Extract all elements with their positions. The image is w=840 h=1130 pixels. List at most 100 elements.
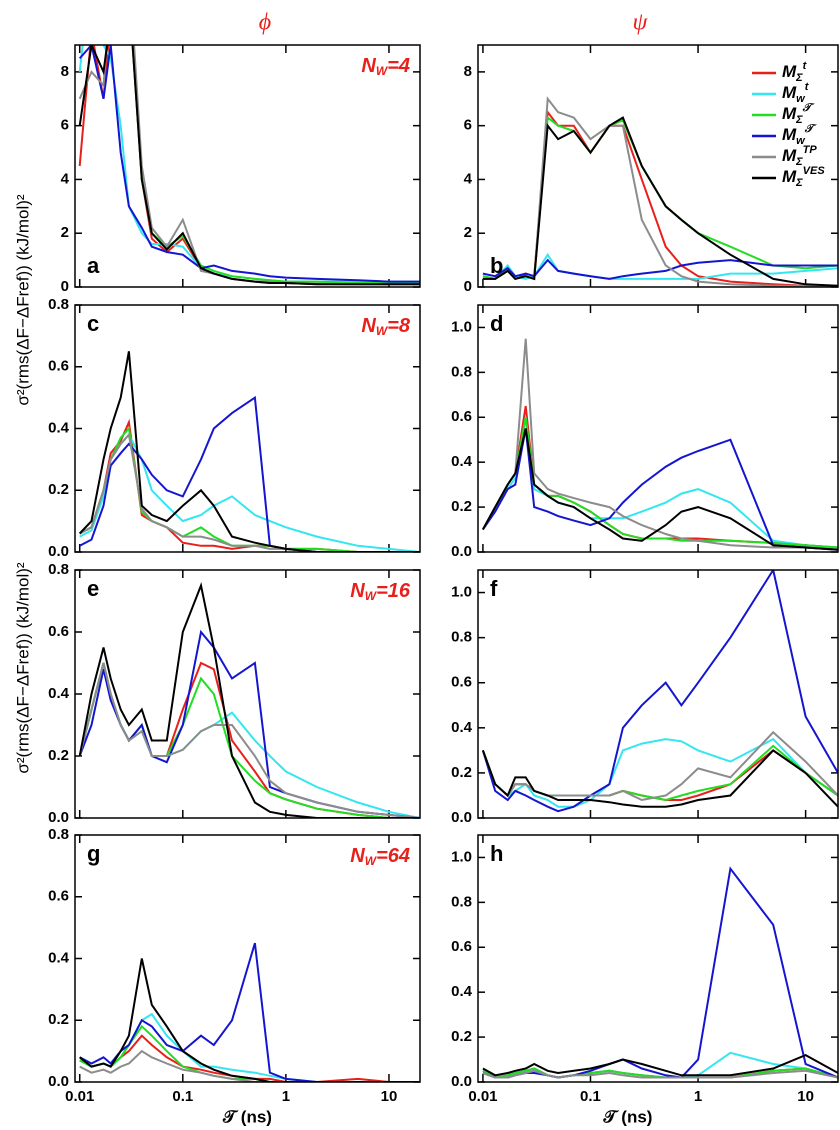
y-tick-label: 0.4: [451, 983, 473, 1000]
series-line: [482, 338, 838, 551]
y-tick-label: 0.2: [451, 764, 472, 781]
y-tick-label: 0.0: [451, 809, 472, 826]
panel-label: g: [87, 841, 100, 866]
plot-frame: [477, 834, 839, 1083]
y-tick-label: 0.8: [48, 561, 69, 578]
y-tick-label: 0: [464, 278, 472, 295]
y-tick-label: 0.4: [451, 453, 473, 470]
y-tick-label: 8: [61, 63, 69, 80]
legend-entry: MΣt: [782, 60, 808, 84]
x-axis-label: 𝒯 (ns): [603, 1107, 653, 1126]
x-tick-label: 1: [282, 1088, 290, 1105]
y-tick-label: 0.2: [451, 1028, 472, 1045]
y-tick-label: 0.0: [451, 543, 472, 560]
series-line: [482, 1069, 838, 1079]
series-line: [79, 432, 420, 552]
series-line: [78, 351, 420, 552]
y-tick-label: 0.2: [48, 1011, 69, 1028]
y-tick-label: 0.6: [451, 938, 472, 955]
panel-label: d: [490, 311, 503, 336]
panel-label: e: [87, 576, 99, 601]
y-tick-label: 0.0: [48, 809, 69, 826]
annotation: NW=4: [361, 55, 410, 78]
panel-label: c: [87, 311, 99, 336]
x-tick-label: 0.01: [468, 1088, 497, 1105]
y-tick-label: 2: [464, 224, 472, 241]
series-line: [481, 749, 838, 808]
series-line: [79, 45, 420, 284]
legend-entry: Mwt: [782, 81, 810, 105]
series-line: [78, 45, 420, 283]
y-tick-label: 0.4: [48, 419, 70, 436]
y-tick-label: 0.2: [451, 498, 472, 515]
y-axis-label: σ²(rms(ΔF−ΔFref)) (kJ/mol)²: [13, 562, 32, 774]
series-line: [78, 45, 420, 286]
series-line: [481, 570, 838, 813]
panel-label: a: [87, 253, 100, 278]
series-line: [482, 116, 838, 287]
legend-entry: MΣTP: [782, 144, 817, 168]
y-tick-label: 8: [464, 63, 472, 80]
series-line: [79, 395, 420, 552]
series-line: [482, 428, 838, 551]
series-line: [481, 737, 838, 808]
y-tick-label: 2: [61, 224, 69, 241]
y-tick-label: 0.0: [48, 543, 69, 560]
y-tick-label: 0.0: [48, 1073, 69, 1090]
y-tick-label: 1.0: [451, 848, 472, 865]
y-tick-label: 0.2: [48, 747, 69, 764]
series-line: [78, 581, 420, 818]
series-line: [78, 45, 420, 286]
series-line: [78, 662, 420, 818]
x-tick-label: 0.1: [172, 1088, 193, 1105]
plot-frame: [74, 44, 421, 288]
panel-label: h: [490, 841, 503, 866]
x-tick-label: 10: [797, 1088, 814, 1105]
x-tick-label: 0.1: [580, 1088, 601, 1105]
y-tick-label: 0.6: [451, 674, 472, 691]
series-line: [482, 866, 838, 1079]
x-tick-label: 10: [381, 1088, 398, 1105]
series-line: [79, 1024, 420, 1082]
column-title: ϕ: [259, 10, 271, 36]
y-tick-label: 0.8: [48, 296, 69, 313]
y-tick-label: 0.4: [48, 949, 70, 966]
series-line: [481, 730, 838, 802]
series-line: [78, 45, 420, 283]
y-tick-label: 6: [61, 117, 69, 134]
annotation: NW=64: [350, 845, 410, 868]
y-tick-label: 0.8: [451, 363, 472, 380]
y-tick-label: 4: [61, 170, 70, 187]
y-tick-label: 1.0: [451, 584, 472, 601]
series-line: [482, 1053, 838, 1077]
annotation: NW=16: [350, 580, 411, 603]
panel-label: b: [490, 253, 503, 278]
y-tick-label: 0: [61, 278, 69, 295]
y-tick-label: 0.6: [451, 408, 472, 425]
y-tick-label: 0.6: [48, 358, 69, 375]
annotation: NW=8: [361, 315, 410, 338]
y-axis-label: σ²(rms(ΔF−ΔFref)) (kJ/mol)²: [13, 194, 32, 406]
plot-frame: [477, 44, 839, 288]
series-line: [482, 428, 838, 551]
y-tick-label: 0.4: [451, 719, 473, 736]
plot-frame: [477, 304, 839, 553]
plot-frame: [74, 304, 421, 553]
y-tick-label: 1.0: [451, 318, 472, 335]
y-tick-label: 0.8: [451, 893, 472, 910]
y-tick-label: 4: [464, 170, 473, 187]
y-tick-label: 0.0: [451, 1073, 472, 1090]
series-line: [482, 258, 838, 280]
panel-label: f: [490, 576, 498, 601]
y-tick-label: 6: [464, 117, 472, 134]
series-line: [79, 1049, 420, 1082]
x-tick-label: 0.01: [65, 1088, 94, 1105]
series-line: [78, 662, 420, 818]
y-tick-label: 0.8: [48, 826, 69, 843]
series-line: [78, 662, 420, 818]
y-tick-label: 0.4: [48, 685, 70, 702]
series-line: [79, 958, 420, 1082]
series-line: [79, 432, 420, 552]
series-line: [78, 661, 420, 818]
